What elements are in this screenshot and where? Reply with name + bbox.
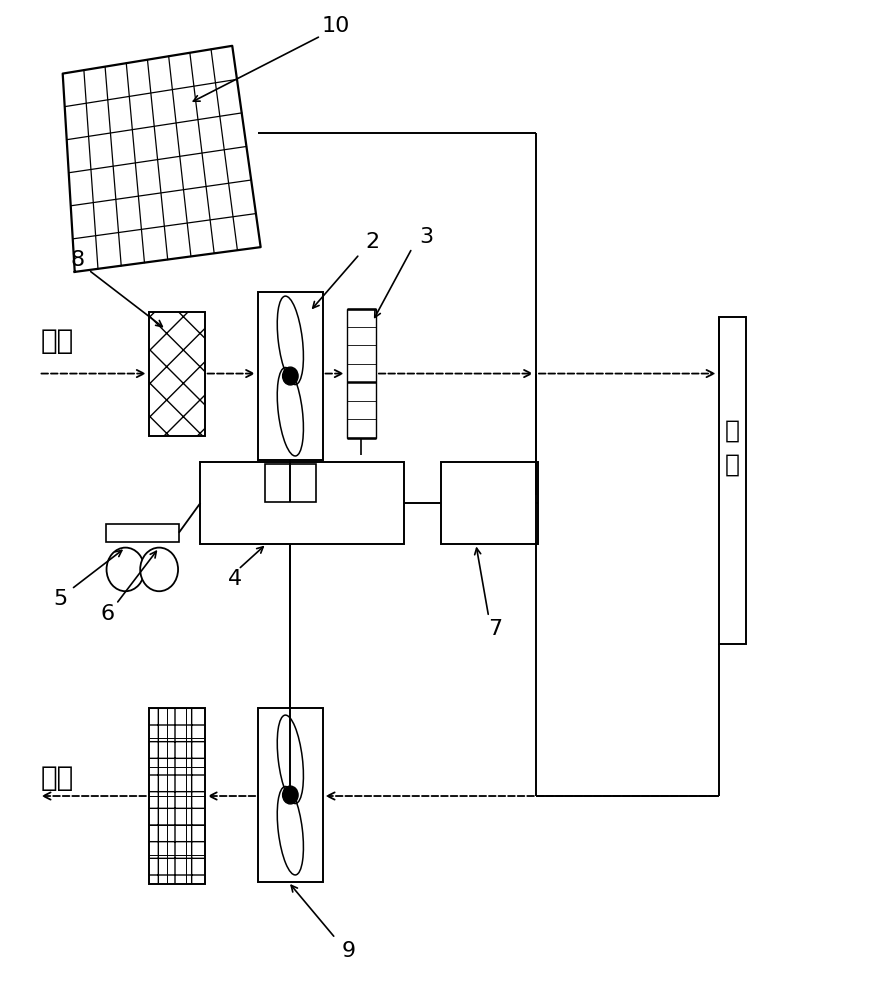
Text: 9: 9 <box>342 941 355 961</box>
Text: 8: 8 <box>70 250 84 270</box>
Bar <box>258 292 322 460</box>
Bar <box>258 708 322 882</box>
Circle shape <box>282 786 298 804</box>
Circle shape <box>282 367 298 385</box>
Text: 进风: 进风 <box>40 327 74 355</box>
Text: 口
鼻: 口 鼻 <box>725 419 740 476</box>
Text: 5: 5 <box>53 589 67 609</box>
Text: 2: 2 <box>366 232 380 252</box>
Text: 7: 7 <box>488 619 501 639</box>
Text: 排风: 排风 <box>40 764 74 792</box>
Bar <box>149 708 205 884</box>
Circle shape <box>140 548 178 591</box>
Bar <box>719 317 746 644</box>
Bar <box>201 462 404 544</box>
Bar <box>441 462 538 544</box>
Text: 3: 3 <box>419 227 433 247</box>
Text: 10: 10 <box>322 16 349 36</box>
Bar <box>106 524 179 542</box>
Bar <box>149 312 205 436</box>
Bar <box>347 309 376 438</box>
Text: 4: 4 <box>228 569 242 589</box>
Circle shape <box>107 548 144 591</box>
Bar <box>264 464 316 502</box>
Text: 6: 6 <box>101 604 115 624</box>
